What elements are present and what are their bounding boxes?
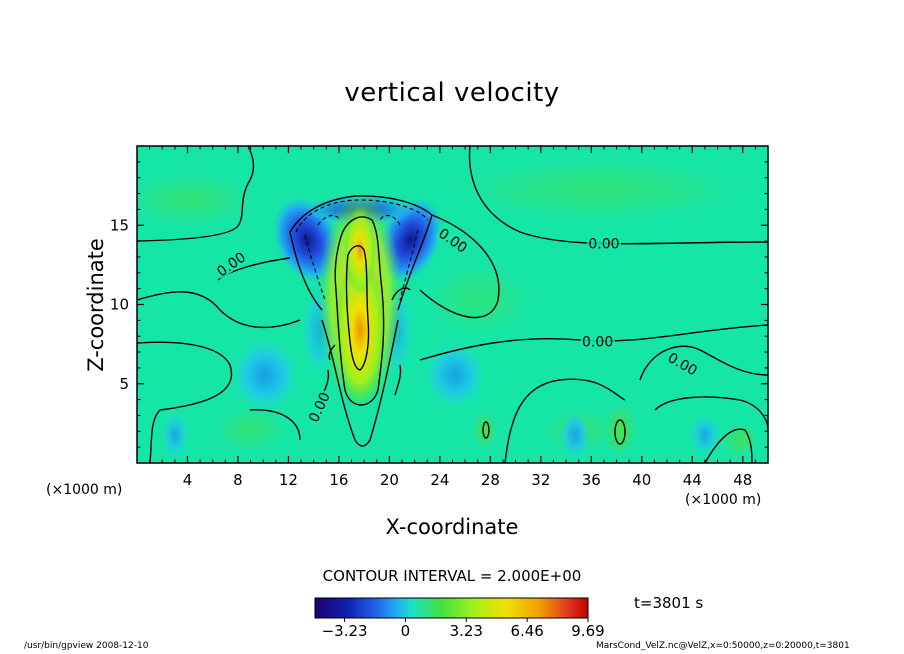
footer-right: MarsCond_VelZ.nc@VelZ,x=0:50000,z=0:2000… [596,641,850,651]
time-label: t=3801 s [634,594,704,612]
contour-line [321,319,399,447]
chart-title: vertical velocity [344,78,560,108]
x-tick-label: 4 [183,471,193,489]
contour-line [482,421,490,439]
contour-lines [137,146,768,463]
contour-interval-text: CONTOUR INTERVAL = 2.000E+00 [322,567,582,585]
x-tick-label: 48 [733,471,752,489]
contour-line [639,345,768,381]
contour-line [345,245,370,371]
field-layer [137,146,768,463]
contour-line [614,419,626,445]
x-tick-label: 12 [279,471,298,489]
negative-contours [295,199,429,301]
x-axis-label: X-coordinate [385,515,519,539]
contour-line [394,364,402,396]
contour-line [391,287,411,301]
y-tick-label: 15 [110,216,129,234]
contour-line [317,214,341,226]
x-tick-label: 32 [531,471,550,489]
contour-label-bg [304,388,333,426]
x-unit-label-right: (×1000 m) [685,492,762,508]
y-tick-label: 5 [119,375,129,393]
y-tick-label: 10 [110,296,129,314]
contour-label-bg [212,247,250,280]
contour-line [137,146,255,242]
contour-line [295,199,429,233]
x-tick-label: 20 [380,471,399,489]
x-tick-label: 24 [430,471,449,489]
contour-line [334,216,385,406]
contour-line [328,344,336,361]
contour-line [654,396,768,431]
x-tick-label: 40 [632,471,651,489]
contour-line [419,324,768,361]
contour-line [399,229,419,301]
contour-label-bg [580,333,615,349]
y-axis-ticks: 5 10 15 [110,161,768,448]
y-axis-label: Z-coordinate [84,238,108,372]
contour-label: 0.00 [586,235,621,252]
x-tick-label: 44 [683,471,702,489]
contour-label-bg [435,223,472,256]
x-axis-ticks: 4 8 12 16 20 24 28 32 36 40 44 48 [149,146,756,489]
contour-line [397,214,433,311]
contour-line [289,195,433,233]
x-tick-label: 36 [582,471,601,489]
contour-label-bg [664,348,702,379]
x-tick-label: 16 [329,471,348,489]
contour-label: 0.00 [580,333,615,351]
contour-line [419,214,500,319]
contour-line [289,231,323,311]
x-unit-label-left: (×1000 m) [46,482,123,498]
contour-label-text: 0.00 [582,335,613,351]
contour-line [137,291,301,329]
contour-label-bg [586,235,621,251]
contour-line [379,214,401,226]
contour-label-text: 0.00 [588,236,619,252]
contour-line [137,341,233,463]
footer-left: /usr/bin/gpview 2008-12-10 [24,641,149,651]
contour-line [468,146,768,245]
x-tick-label: 28 [481,471,500,489]
contour-line [504,378,626,463]
contour-line [249,409,301,441]
contour-line [704,428,753,463]
x-tick-label: 8 [233,471,243,489]
